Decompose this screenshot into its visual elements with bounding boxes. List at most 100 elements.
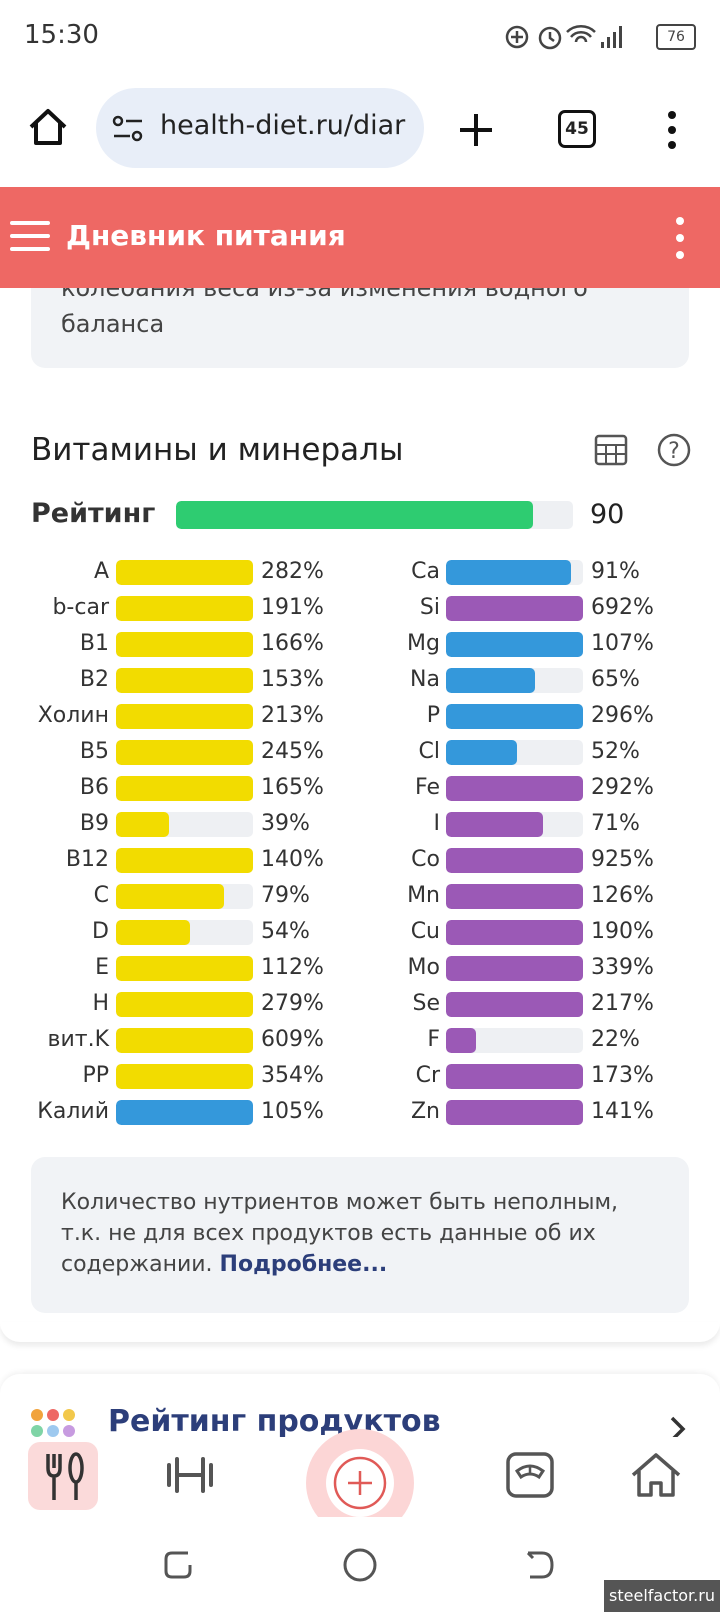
nutrient-percent: 140% — [261, 847, 324, 872]
nutrient-name: Холин — [37, 703, 109, 728]
nutrient-bar — [116, 1028, 253, 1053]
nutrient-percent: 112% — [261, 955, 324, 980]
nutrient-name: Se — [412, 991, 441, 1016]
nutrient-name: Mg — [407, 631, 440, 656]
nutrient-name: D — [92, 919, 109, 944]
nutrient-name: Калий — [37, 1099, 109, 1124]
nutrient-bar — [446, 848, 583, 873]
nutrient-name: Cr — [415, 1063, 440, 1088]
nutrient-name: Cu — [410, 919, 440, 944]
nutrient-percent: 54% — [261, 919, 310, 944]
nutrient-name: Ca — [411, 559, 440, 584]
nutrient-name: I — [433, 811, 441, 836]
url: health-diet.ru/diar — [160, 110, 406, 141]
nutrient-track — [116, 884, 253, 909]
nutrient-name: Mo — [407, 955, 440, 980]
nutrient-name: B12 — [65, 847, 109, 872]
nutrient-name: B6 — [79, 775, 109, 800]
site-settings-icon — [112, 115, 143, 142]
table-view-button[interactable] — [594, 434, 628, 466]
nav-home[interactable] — [630, 1451, 682, 1499]
nutrient-track — [446, 1064, 583, 1089]
url-bar[interactable]: health-diet.ru/diar — [96, 88, 424, 168]
back-button[interactable] — [522, 1547, 558, 1583]
nutrient-percent: 925% — [591, 847, 654, 872]
nutrient-track — [116, 992, 253, 1017]
nutrient-name: B9 — [79, 811, 109, 836]
nutrient-track — [116, 632, 253, 657]
nutrient-percent: 71% — [591, 811, 640, 836]
nutrient-name: H — [92, 991, 109, 1016]
add-icon — [326, 1449, 394, 1517]
hamburger-button[interactable] — [10, 219, 50, 253]
nutrient-name: B2 — [79, 667, 109, 692]
nutrient-name: вит.K — [47, 1027, 110, 1052]
nutrient-bar — [446, 776, 583, 801]
nutrient-track — [446, 740, 583, 765]
nutrient-percent: 245% — [261, 739, 324, 764]
nutrient-track — [446, 812, 583, 837]
nutrient-track — [116, 1100, 253, 1125]
nutrient-name: Fe — [415, 775, 440, 800]
nutrient-bar — [446, 992, 583, 1017]
nutrient-percent: 166% — [261, 631, 324, 656]
nutrient-track — [116, 560, 253, 585]
nutrient-name: Si — [419, 595, 440, 620]
nutrient-bar — [446, 956, 583, 981]
nutrient-bar — [446, 560, 571, 585]
nutrient-bar — [116, 560, 253, 585]
nutrient-bar — [446, 812, 544, 837]
nutrient-percent: 213% — [261, 703, 324, 728]
nutrient-percent: 692% — [591, 595, 654, 620]
nutrient-bar — [116, 632, 253, 657]
nutrient-track — [116, 956, 253, 981]
nutrient-name: Co — [411, 847, 440, 872]
nutrient-name: Na — [410, 667, 440, 692]
chevron — [670, 1416, 686, 1442]
status-icons — [505, 25, 622, 50]
next-card-title: Рейтинг продуктов — [108, 1404, 441, 1439]
nav-workout[interactable] — [163, 1455, 217, 1495]
header-menu[interactable] — [670, 215, 690, 261]
nutrient-track — [446, 776, 583, 801]
nutrient-track — [446, 596, 583, 621]
nutrient-bar — [446, 668, 536, 693]
nutrient-track — [446, 884, 583, 909]
recents-button[interactable] — [162, 1547, 198, 1583]
nutrient-bar — [446, 1064, 583, 1089]
help-button[interactable]: ? — [656, 432, 692, 468]
nutrient-name: B5 — [79, 739, 109, 764]
note-box: Количество нутриентов может быть неполны… — [31, 1157, 689, 1313]
nutrient-percent: 39% — [261, 811, 310, 836]
nav-weight[interactable] — [505, 1451, 555, 1499]
next-card[interactable]: Рейтинг продуктов — [0, 1374, 720, 1454]
note-link[interactable]: Подробнее... — [219, 1252, 388, 1277]
nutrient-percent: 65% — [591, 667, 640, 692]
nutrient-percent: 339% — [591, 955, 654, 980]
nutrient-percent: 173% — [591, 1063, 654, 1088]
svg-text:?: ? — [668, 439, 680, 464]
section-title: Витамины и минералы — [31, 432, 404, 468]
nutrient-track — [116, 1064, 253, 1089]
nutrient-track — [446, 956, 583, 981]
nav-diary[interactable] — [28, 1442, 98, 1510]
nutrient-bar — [116, 956, 253, 981]
home-button[interactable] — [26, 105, 70, 149]
nutrient-track — [446, 560, 583, 585]
watermark: steelfactor.ru — [604, 1580, 720, 1612]
rating-label: Рейтинг — [31, 498, 156, 529]
new-tab-button[interactable] — [456, 110, 496, 150]
nutrient-name: b-car — [52, 595, 109, 620]
tab-count[interactable]: 45 — [558, 110, 596, 148]
system-home-button[interactable] — [342, 1547, 378, 1583]
rating-bar — [176, 501, 534, 529]
nutrient-percent: 126% — [591, 883, 654, 908]
nutrient-percent: 292% — [591, 775, 654, 800]
nutrient-name: B1 — [79, 631, 109, 656]
menu-button[interactable] — [662, 108, 682, 152]
nutrient-percent: 165% — [261, 775, 324, 800]
nutrient-bar — [116, 668, 253, 693]
nutrient-track — [446, 848, 583, 873]
nutrient-bar — [116, 848, 253, 873]
